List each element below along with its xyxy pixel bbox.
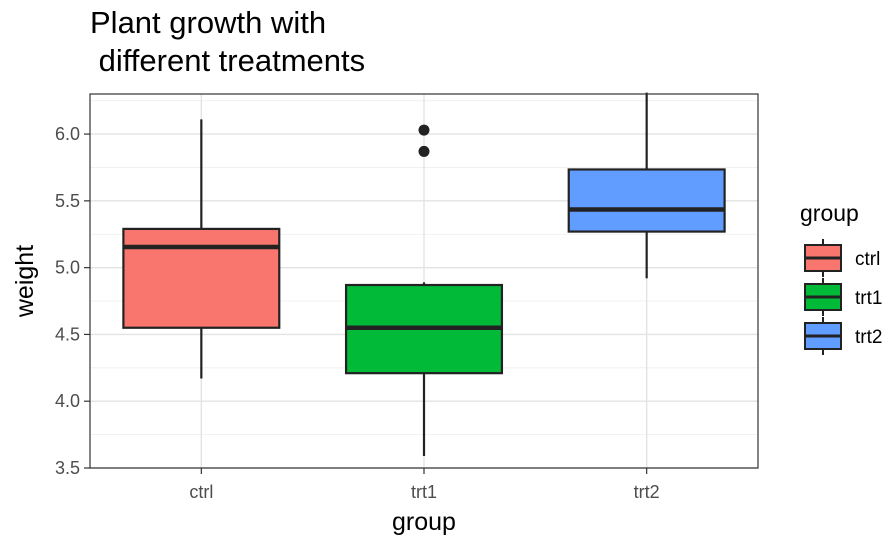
legend-title: group bbox=[800, 200, 859, 226]
x-tick-label: ctrl bbox=[189, 482, 213, 502]
x-axis: ctrl trt1 trt2 bbox=[189, 468, 660, 502]
legend-label: ctrl bbox=[855, 249, 880, 270]
y-axis: 3.5 4.0 4.5 5.0 5.5 6.0 bbox=[55, 124, 90, 478]
boxes bbox=[122, 92, 726, 456]
x-tick-label: trt1 bbox=[411, 482, 437, 502]
legend-label: trt2 bbox=[855, 327, 882, 348]
legend-item-trt2: trt2 bbox=[804, 317, 882, 355]
y-tick-label: 4.0 bbox=[55, 391, 80, 411]
y-tick-label: 6.0 bbox=[55, 124, 80, 144]
legend-item-trt1: trt1 bbox=[804, 278, 882, 316]
chart-title-line-1: Plant growth with bbox=[90, 5, 326, 40]
legend-item-ctrl: ctrl bbox=[804, 239, 880, 277]
y-axis-title: weight bbox=[11, 245, 39, 318]
box-body bbox=[567, 168, 726, 233]
x-axis-title: group bbox=[392, 508, 456, 536]
box-body bbox=[122, 227, 281, 329]
legend: group ctrl trt1 trt2 bbox=[800, 200, 882, 355]
outlier-point bbox=[418, 145, 430, 157]
y-tick-label: 5.5 bbox=[55, 191, 80, 211]
legend-label: trt1 bbox=[855, 288, 882, 309]
box-trt2 bbox=[567, 92, 726, 279]
y-tick-label: 4.5 bbox=[55, 324, 80, 344]
x-tick-label: trt2 bbox=[634, 482, 660, 502]
y-tick-label: 5.0 bbox=[55, 258, 80, 278]
box-trt1 bbox=[344, 124, 504, 456]
box-ctrl bbox=[122, 119, 281, 379]
y-tick-label: 3.5 bbox=[55, 458, 80, 478]
outlier-point bbox=[418, 124, 430, 136]
chart-title-line-2: different treatments bbox=[90, 43, 365, 78]
